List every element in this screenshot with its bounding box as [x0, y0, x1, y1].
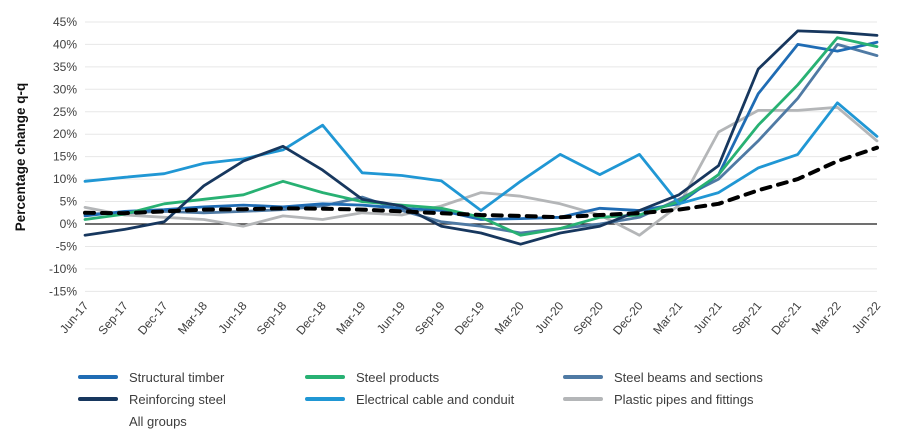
- x-tick-label: Mar-22: [809, 299, 844, 337]
- legend-swatch-electrical-cable: [305, 397, 345, 401]
- x-tick-label: Sep-21: [729, 299, 765, 338]
- legend-label: All groups: [129, 413, 187, 429]
- gridlines: [85, 21, 877, 292]
- legend-swatch-steel-beams: [563, 375, 603, 379]
- y-tick-label: 20%: [53, 127, 77, 141]
- y-tick-label: 15%: [53, 150, 77, 164]
- legend-label: Structural timber: [129, 369, 225, 385]
- x-tick-label: Jun-19: [374, 299, 409, 336]
- legend-item-steel-products: Steel products: [305, 369, 439, 385]
- y-tick-label: -10%: [49, 262, 77, 276]
- x-tick-label: Jun-18: [215, 299, 250, 336]
- series-lines: [83, 29, 879, 246]
- y-tick-label: 10%: [53, 172, 77, 186]
- legend-item-electrical-cable: Electrical cable and conduit: [305, 391, 514, 407]
- legend-label: Electrical cable and conduit: [356, 391, 515, 407]
- legend-label: Plastic pipes and fittings: [614, 391, 754, 407]
- y-axis-ticks: 45% 40% 35% 30% 25% 20% 15% 10% 5% 0% -5% -10% -15%: [49, 15, 77, 298]
- y-tick-label: 5%: [60, 195, 78, 209]
- x-tick-label: Jun-20: [532, 299, 567, 336]
- x-tick-label: Mar-20: [492, 299, 527, 337]
- x-tick-label: Sep-19: [412, 299, 448, 338]
- legend-item-steel-beams: Steel beams and sections: [563, 369, 763, 385]
- series-line-reinforcing-steel: [83, 29, 879, 246]
- y-tick-label: 0%: [60, 217, 78, 231]
- x-tick-label: Mar-18: [175, 299, 210, 337]
- x-tick-label: Dec-17: [135, 299, 171, 338]
- legend-swatch-reinforcing-steel: [78, 397, 118, 401]
- legend-item-reinforcing-steel: Reinforcing steel: [78, 391, 226, 407]
- x-tick-label: Dec-21: [769, 299, 805, 338]
- x-tick-label: Dec-18: [293, 299, 329, 338]
- series-line-all-groups: [83, 145, 879, 220]
- x-tick-label: Mar-21: [650, 299, 685, 337]
- x-tick-label: Dec-19: [452, 299, 488, 338]
- y-tick-label: 40%: [53, 37, 77, 51]
- legend-item-plastic-pipes: Plastic pipes and fittings: [563, 391, 753, 407]
- series-line-steel-beams-and-sections: [83, 43, 879, 235]
- x-tick-label: Dec-20: [610, 299, 646, 338]
- legend-item-all-groups: All groups: [78, 413, 187, 429]
- y-tick-label: 30%: [53, 82, 77, 96]
- y-tick-label: -5%: [56, 239, 78, 253]
- series-line-electrical-cable-and-conduit: [83, 101, 879, 212]
- y-tick-label: 45%: [53, 15, 77, 29]
- legend-swatch-structural-timber: [78, 375, 118, 379]
- x-tick-label: Mar-19: [333, 299, 368, 337]
- x-axis-ticks: Jun-17 Sep-17 Dec-17 Mar-18 Jun-18 Sep-18 Dec-…: [57, 299, 884, 338]
- legend-swatch-plastic-pipes: [563, 397, 603, 401]
- y-axis-title: Percentage change q-q: [13, 83, 28, 232]
- x-tick-label: Sep-17: [95, 299, 131, 338]
- y-tick-label: -15%: [49, 284, 77, 298]
- x-tick-label: Sep-18: [254, 299, 290, 338]
- x-tick-label: Jun-21: [691, 299, 726, 336]
- series-line-structural-timber: [83, 40, 879, 221]
- legend-label: Reinforcing steel: [129, 391, 226, 407]
- legend-swatch-all-groups: [78, 419, 118, 424]
- y-tick-label: 35%: [53, 60, 77, 74]
- x-tick-label: Sep-20: [570, 299, 606, 338]
- legend-item-structural-timber: Structural timber: [78, 369, 224, 385]
- series-line-steel-products: [83, 36, 879, 237]
- y-tick-label: 25%: [53, 105, 77, 119]
- legend-swatch-steel-products: [305, 375, 345, 379]
- legend-label: Steel products: [356, 369, 440, 385]
- legend-label: Steel beams and sections: [614, 369, 763, 385]
- x-tick-label: Jun-17: [57, 299, 92, 336]
- x-tick-label: Jun-22: [849, 299, 884, 336]
